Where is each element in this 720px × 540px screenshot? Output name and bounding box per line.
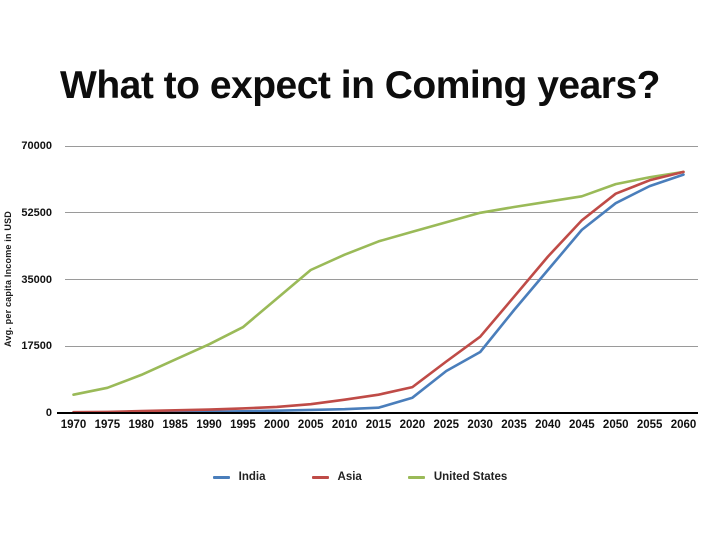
x-tick-label: 1980	[128, 419, 155, 431]
x-tick-label: 2010	[331, 419, 358, 431]
series-line-india	[72, 173, 685, 414]
slide-title: What to expect in Coming years?	[60, 64, 660, 108]
chart-lines	[72, 170, 685, 414]
x-tick-label: 2015	[365, 419, 392, 431]
x-tick-label: 2040	[535, 419, 561, 431]
series-line-asia	[72, 170, 685, 414]
x-tick-label: 2000	[264, 419, 290, 431]
plot-area	[65, 145, 698, 414]
y-gridline	[65, 345, 698, 347]
x-axis-line	[57, 412, 698, 414]
y-tick-label: 70000	[21, 140, 52, 152]
legend-item-india: India	[212, 471, 266, 483]
y-tick-label: 35000	[21, 273, 52, 286]
y-gridline	[65, 212, 698, 214]
x-tick-label: 2025	[433, 419, 460, 431]
x-tick-label: 1985	[162, 419, 188, 431]
legend-marker-asia	[311, 475, 329, 479]
x-tick-label: 1995	[230, 419, 256, 431]
x-tick-label: 2020	[399, 419, 426, 431]
x-axis-labels: 1970 1975 1980 1985 1990 1995 2000 2005 2010 2015…	[61, 419, 698, 434]
legend-item-asia: Asia	[311, 471, 362, 483]
y-tick-label: 17500	[21, 340, 52, 353]
legend-item-united-states: United States	[407, 471, 508, 483]
x-tick-label: 1970	[60, 419, 87, 431]
y-gridline	[65, 145, 698, 147]
legend-label-asia: Asia	[337, 471, 362, 483]
x-tick-label: 2050	[602, 419, 629, 431]
y-tick-label: 0	[45, 407, 52, 419]
x-tick-label: 2035	[501, 419, 527, 431]
legend-label-united-states: United States	[433, 471, 508, 483]
x-tick-label: 2005	[297, 419, 324, 431]
legend-marker-india	[212, 475, 230, 479]
series-line-united-states	[72, 170, 685, 396]
legend-label-india: India	[238, 471, 266, 483]
y-gridline	[65, 279, 698, 280]
x-tick-label: 1975	[94, 419, 121, 431]
x-tick-label: 2055	[636, 419, 663, 431]
y-tick-label: 52500	[21, 206, 52, 219]
x-tick-label: 2030	[467, 419, 493, 431]
x-tick-label: 1990	[196, 419, 222, 431]
y-axis-labels: 0 17500 35000 52500 70000	[0, 140, 52, 419]
x-tick-label: 2045	[569, 419, 595, 431]
legend: India Asia United States	[0, 471, 720, 483]
legend-marker-united-states	[407, 475, 425, 479]
x-tick-label: 2060	[670, 419, 697, 431]
